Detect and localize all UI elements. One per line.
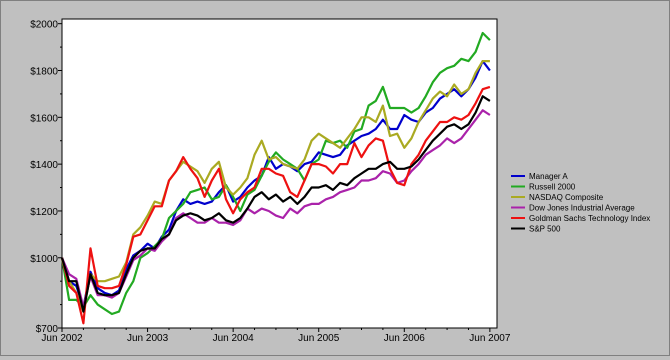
y-tick-label: $1600	[30, 113, 58, 124]
legend-label-0: Manager A	[529, 172, 568, 181]
legend-label-4: Goldman Sachs Technology Index	[529, 214, 650, 223]
y-tick-label: $1200	[30, 207, 58, 218]
legend-label-3: Dow Jones Industrial Average	[529, 204, 635, 213]
series-line-5	[60, 95, 491, 313]
series-line-1	[60, 31, 491, 316]
x-tick-label: Jun 2002	[41, 333, 83, 344]
x-tick-label: Jun 2006	[384, 333, 426, 344]
x-tick-label: Jun 2005	[298, 333, 340, 344]
series-layer	[60, 31, 491, 325]
y-tick-label: $700	[36, 324, 59, 335]
legend-label-5: S&P 500	[529, 225, 561, 234]
series-line-4	[60, 85, 491, 325]
y-tick-label: $1800	[30, 67, 58, 78]
x-tick-label: Jun 2007	[469, 333, 511, 344]
y-axis: $700 $1000 $1200 $1400 $1600 $1800 $2000	[30, 20, 62, 335]
x-tick-label: Jun 2003	[127, 333, 169, 344]
legend-label-2: NASDAQ Composite	[529, 193, 604, 202]
y-tick-label: $1400	[30, 160, 58, 171]
y-tick-label: $1000	[30, 254, 58, 265]
x-axis: Jun 2002 Jun 2003 Jun 2004 Jun 2005 Jun 2006…	[41, 328, 511, 344]
series-line-2	[60, 59, 490, 313]
legend-label-1: Russell 2000	[529, 183, 576, 192]
x-tick-label: Jun 2004	[213, 333, 255, 344]
y-tick-label: $2000	[30, 20, 58, 31]
